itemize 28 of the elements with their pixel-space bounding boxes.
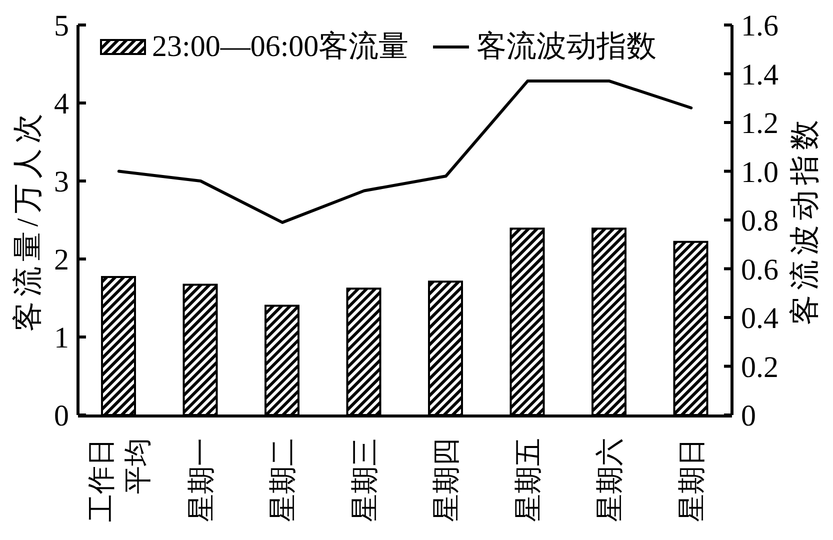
y2-tick-label: 1.2 (741, 107, 778, 140)
y-axis-title: 客流量/万人次 (12, 108, 44, 332)
x-tick-label: 星期二 (268, 438, 300, 522)
x-tick-label: 星期六 (595, 438, 626, 522)
y2-tick-label: 0 (741, 400, 756, 433)
x-tick-label: 星期三 (350, 438, 381, 522)
y-tick-label: 2 (54, 244, 69, 277)
y2-tick-label: 0.6 (741, 253, 778, 286)
y-tick-label: 5 (54, 10, 69, 43)
y2-tick-label: 1.4 (741, 58, 778, 92)
x-tick-label: 星期五 (513, 438, 544, 522)
legend-label: 客流波动指数 (476, 30, 657, 63)
y2-tick-label: 1.6 (741, 10, 778, 43)
y-tick-label: 3 (54, 166, 69, 199)
y2-tick-label: 0.2 (741, 350, 778, 384)
line-series (117, 80, 693, 224)
y-tick-label: 4 (54, 88, 69, 121)
x-tick-label: 星期四 (432, 438, 463, 522)
y2-tick-label: 0.8 (741, 204, 778, 238)
y2-tick-label: 1.0 (741, 156, 778, 189)
y-tick-label: 0 (54, 400, 69, 433)
x-tick-label: 星期一 (186, 438, 218, 522)
legend-label: 23:00—06:00客流量 (152, 30, 409, 63)
y-tick-label: 1 (54, 322, 69, 355)
x-tick-label: 工作日平均 (86, 438, 154, 522)
x-tick-label: 星期日 (676, 438, 708, 522)
y2-tick-label: 0.4 (741, 302, 778, 336)
y2-axis-title: 客流波动指数 (788, 115, 822, 325)
